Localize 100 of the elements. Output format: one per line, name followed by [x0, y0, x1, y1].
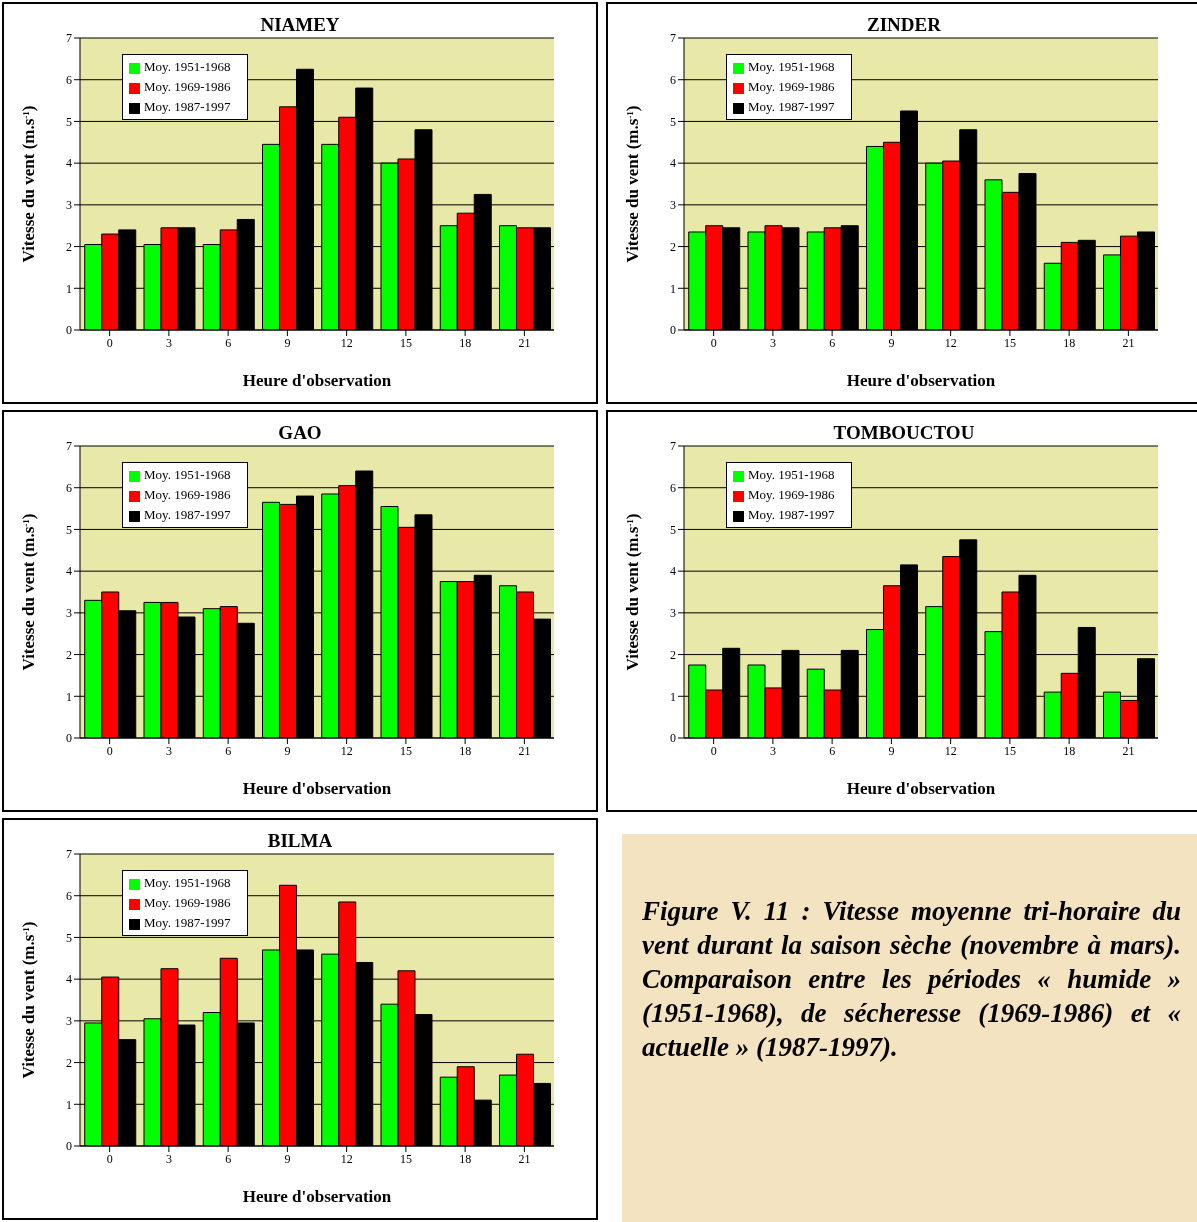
y-tick-label: 6 [66, 480, 72, 495]
y-tick-label: 5 [670, 114, 676, 129]
legend-label: Moy. 1969-1986 [144, 487, 231, 502]
text: Figure V. 11 : Vitesse moyenne tri-horaire du vent durant la saison sèche (novembre à mars). Comparaison entre les périodes « humide » (1951-1968), de sécheresse (1969-1986) et « actuelle » (1987-1997). [642, 895, 1181, 1064]
legend-label: Moy. 1987-1997 [748, 99, 835, 114]
x-tick-label: 9 [284, 743, 291, 758]
x-tick-label: 21 [518, 1151, 531, 1166]
x-tick-label: 21 [1122, 335, 1135, 350]
x-tick-label: 18 [1063, 335, 1076, 350]
y-tick-label: 5 [66, 114, 72, 129]
y-tick-label: 0 [670, 731, 676, 746]
x-tick-label: 6 [829, 335, 836, 350]
chart-title: TOMBOUCTOU [833, 422, 975, 443]
x-tick-label: 6 [225, 1151, 232, 1166]
y-tick-label: 4 [66, 156, 72, 171]
y-tick-label: 4 [670, 564, 676, 579]
y-tick-label: 7 [66, 847, 72, 862]
legend-label: Moy. 1951-1968 [144, 467, 231, 482]
x-tick-label: 6 [225, 743, 232, 758]
y-tick-label: 5 [66, 522, 72, 537]
legend-label: Moy. 1969-1986 [748, 79, 835, 94]
x-tick-label: 6 [225, 335, 232, 350]
x-axis-title: Heure d'observation [242, 371, 392, 390]
y-tick-label: 3 [66, 606, 72, 621]
x-tick-label: 18 [459, 335, 472, 350]
x-tick-label: 9 [284, 335, 291, 350]
chart-title: BILMA [267, 830, 333, 851]
y-tick-label: 2 [670, 239, 676, 254]
legend-label: Moy. 1951-1968 [748, 59, 835, 74]
y-tick-label: 0 [66, 323, 72, 338]
y-tick-label: 4 [670, 156, 676, 171]
y-tick-label: 6 [66, 888, 72, 903]
legend-label: Moy. 1987-1997 [144, 507, 231, 522]
y-tick-label: 6 [670, 480, 676, 495]
x-tick-label: 18 [459, 743, 472, 758]
y-tick-label: 6 [670, 72, 676, 87]
x-tick-label: 15 [399, 743, 412, 758]
x-tick-label: 6 [829, 743, 836, 758]
y-tick-label: 2 [66, 239, 72, 254]
y-tick-label: 0 [66, 1139, 72, 1154]
x-tick-label: 3 [769, 743, 776, 758]
x-tick-label: 3 [165, 335, 172, 350]
y-tick-label: 2 [66, 1055, 72, 1070]
y-tick-label: 1 [66, 1097, 72, 1112]
y-tick-label: 3 [670, 606, 676, 621]
x-tick-label: 3 [165, 1151, 172, 1166]
x-tick-label: 18 [459, 1151, 472, 1166]
x-tick-label: 0 [106, 335, 113, 350]
x-tick-label: 15 [1003, 335, 1016, 350]
legend-label: Moy. 1951-1968 [144, 59, 231, 74]
y-tick-label: 1 [670, 281, 676, 296]
x-tick-label: 18 [1063, 743, 1076, 758]
legend-label: Moy. 1969-1986 [144, 79, 231, 94]
x-tick-label: 12 [340, 1151, 353, 1166]
x-tick-label: 12 [944, 335, 957, 350]
y-tick-label: 7 [670, 31, 676, 46]
y-tick-label: 5 [670, 522, 676, 537]
chart-title: GAO [278, 422, 322, 443]
legend-label: Moy. 1969-1986 [144, 895, 231, 910]
legend-label: Moy. 1951-1968 [144, 875, 231, 890]
x-axis-title: Heure d'observation [242, 779, 392, 798]
x-tick-label: 3 [769, 335, 776, 350]
x-tick-label: 12 [340, 335, 353, 350]
x-tick-label: 15 [399, 335, 412, 350]
y-tick-label: 3 [670, 198, 676, 213]
x-tick-label: 9 [888, 743, 895, 758]
legend-label: Moy. 1987-1997 [748, 507, 835, 522]
x-tick-label: 21 [1122, 743, 1135, 758]
y-tick-label: 0 [670, 323, 676, 338]
x-tick-label: 0 [106, 1151, 113, 1166]
y-tick-label: 1 [66, 689, 72, 704]
x-tick-label: 0 [106, 743, 113, 758]
x-tick-label: 9 [284, 1151, 291, 1166]
legend-label: Moy. 1951-1968 [748, 467, 835, 482]
legend-label: Moy. 1987-1997 [144, 99, 231, 114]
x-axis-title: Heure d'observation [242, 1187, 392, 1206]
y-tick-label: 3 [66, 198, 72, 213]
y-tick-label: 5 [66, 930, 72, 945]
y-tick-label: 7 [670, 439, 676, 454]
y-tick-label: 7 [66, 439, 72, 454]
x-tick-label: 12 [944, 743, 957, 758]
x-tick-label: 15 [399, 1151, 412, 1166]
x-tick-label: 12 [340, 743, 353, 758]
legend-label: Moy. 1987-1997 [144, 915, 231, 930]
y-tick-label: 2 [670, 647, 676, 662]
y-tick-label: 1 [670, 689, 676, 704]
y-tick-label: 7 [66, 31, 72, 46]
y-tick-label: 3 [66, 1014, 72, 1029]
y-tick-label: 4 [66, 972, 72, 987]
y-tick-label: 0 [66, 731, 72, 746]
x-tick-label: 9 [888, 335, 895, 350]
chart-title: ZINDER [867, 14, 941, 35]
x-axis-title: Heure d'observation [846, 371, 996, 390]
y-tick-label: 6 [66, 72, 72, 87]
x-tick-label: 3 [165, 743, 172, 758]
x-tick-label: 0 [710, 335, 717, 350]
legend-label: Moy. 1969-1986 [748, 487, 835, 502]
x-tick-label: 21 [518, 335, 531, 350]
x-tick-label: 0 [710, 743, 717, 758]
y-tick-label: 4 [66, 564, 72, 579]
